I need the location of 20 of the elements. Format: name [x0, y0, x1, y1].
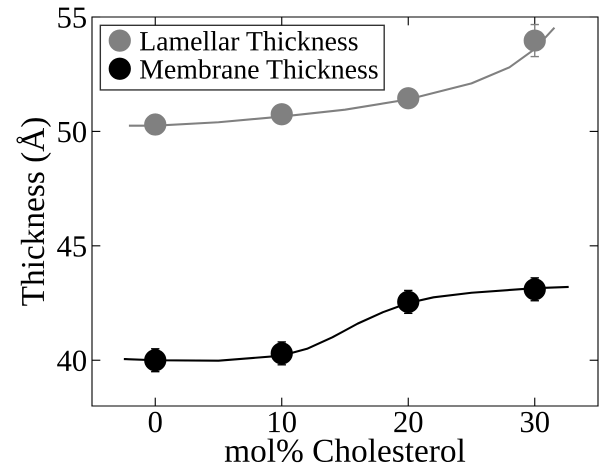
y-tick-label: 55 [58, 8, 86, 28]
point [397, 87, 420, 110]
point [524, 278, 546, 300]
point [270, 103, 293, 126]
x-tick-label: 10 [269, 412, 296, 432]
point [524, 29, 546, 52]
legend-label: Membrane Thickness [140, 59, 378, 79]
x-tick-label: 0 [148, 412, 162, 432]
point [397, 290, 420, 313]
legend-label: Lamellar Thickness [140, 31, 358, 51]
y-tick-label: 40 [57, 350, 86, 372]
x-axis-title: mol% Cholesterol [224, 438, 466, 462]
point [144, 113, 166, 136]
point [144, 349, 166, 372]
y-axis-title: Thickness (Å) [16, 118, 52, 306]
point [270, 342, 293, 364]
x-tick-label: 20 [394, 412, 422, 432]
x-tick-label: 30 [520, 412, 549, 432]
y-tick-label: 45 [57, 236, 86, 257]
y-tick-label: 50 [58, 122, 86, 142]
